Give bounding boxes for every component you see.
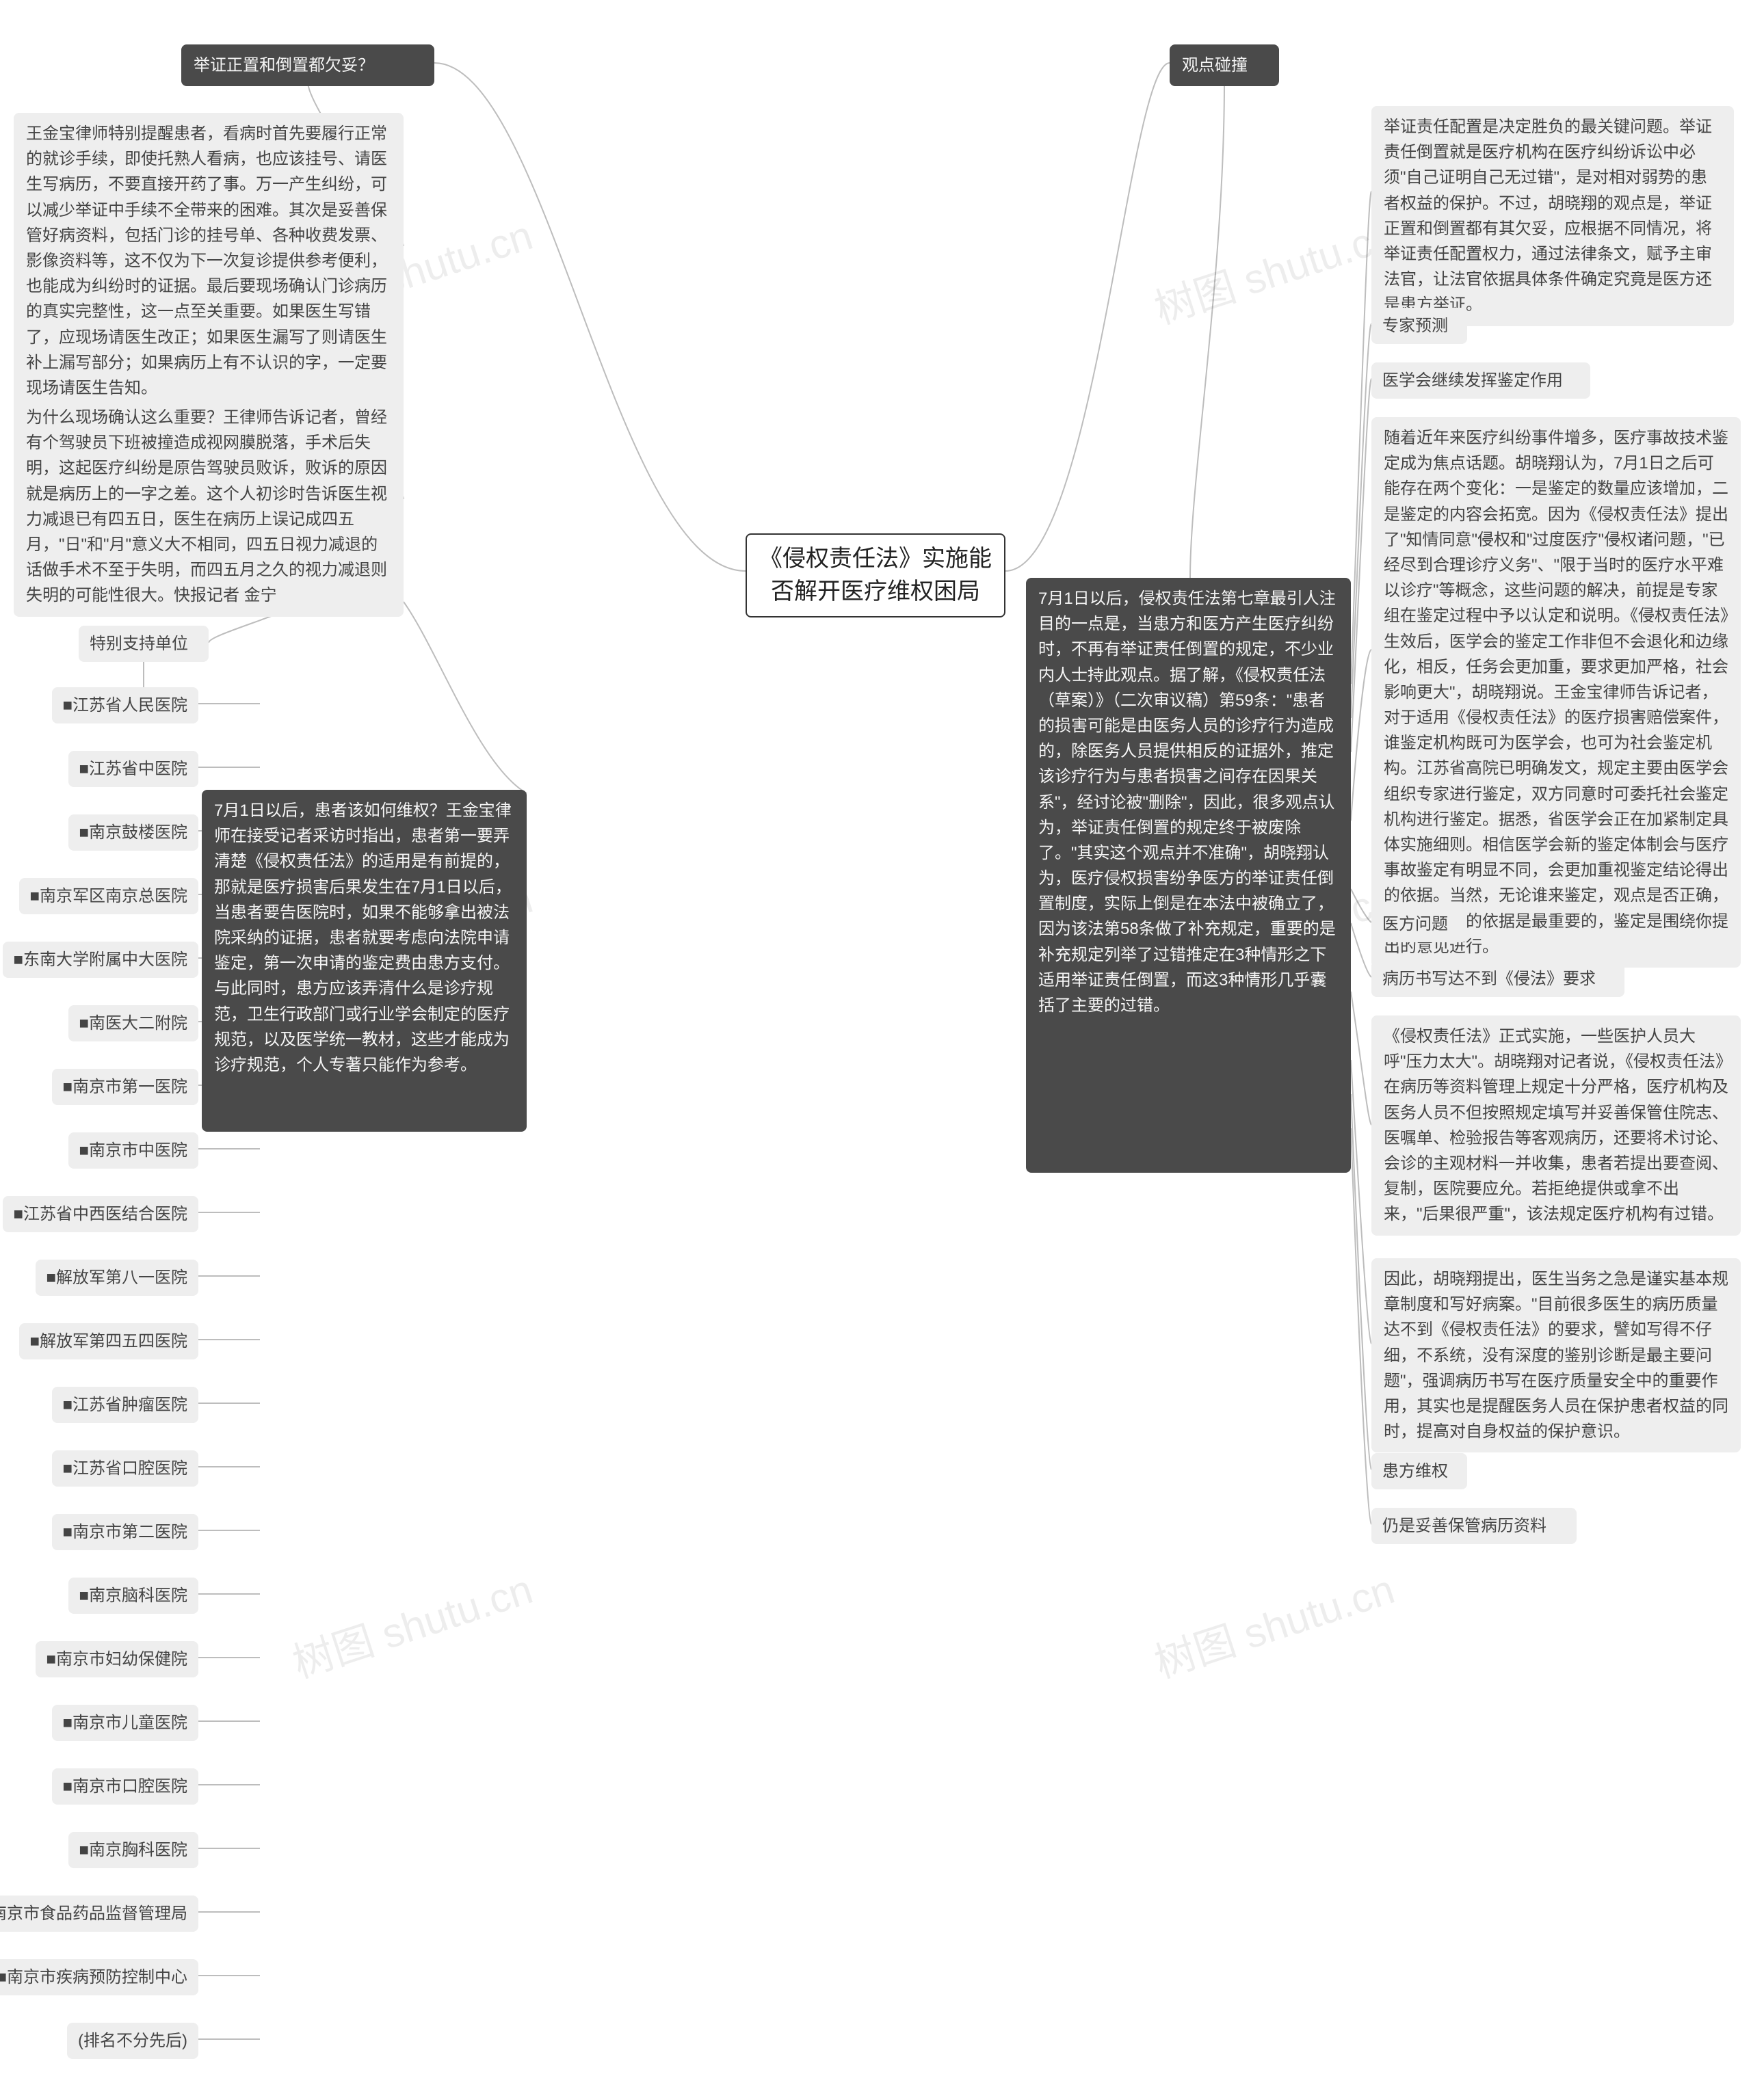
unit-item: ■江苏省口腔医院 — [52, 1450, 199, 1487]
left-branch-title: 举证正置和倒置都欠妥？ — [181, 44, 434, 86]
right-branch-title: 观点碰撞 — [1170, 44, 1279, 86]
right-row: 仍是妥善保管病历资料 — [1371, 1508, 1577, 1544]
unit-item: ■南京市第一医院 — [52, 1069, 199, 1105]
unit-item: ■南京市疾病预防控制中心 — [0, 1959, 198, 1995]
watermark: 树图 shutu.cn — [284, 1556, 539, 1690]
unit-item: (排名不分先后) — [67, 2023, 198, 2059]
unit-item: ■江苏省人民医院 — [52, 687, 199, 723]
left-block-c: 7月1日以后，患者该如何维权？王金宝律师在接受记者采访时指出，患者第一要弄清楚《… — [202, 790, 527, 1132]
unit-item: ■南京鼓楼医院 — [68, 814, 199, 851]
unit-item: ■江苏省中医院 — [68, 751, 199, 787]
unit-item: ■南京军区南京总医院 — [19, 878, 199, 914]
right-row: 医方问题 — [1371, 906, 1467, 942]
unit-item: ■南京市食品药品监督管理局 — [0, 1896, 198, 1932]
right-row: 医学会继续发挥鉴定作用 — [1371, 362, 1590, 399]
unit-item: ■南京脑科医院 — [68, 1578, 199, 1614]
mindmap-canvas: 树图 shutu.cn树图 shutu.cn树图 shutu.cn树图 shut… — [0, 0, 1751, 2100]
right-big-block: 7月1日以后，侵权责任法第七章最引人注目的一点是，当患方和医方产生医疗纠纷时，不… — [1026, 578, 1351, 1173]
unit-item: ■南京市口腔医院 — [52, 1768, 199, 1805]
unit-item: ■南京市妇幼保健院 — [36, 1641, 199, 1677]
right-row: 举证责任配置是决定胜负的最关键问题。举证责任倒置就是医疗机构在医疗纠纷诉讼中必须… — [1371, 106, 1734, 326]
left-block-a: 王金宝律师特别提醒患者，看病时首先要履行正常的就诊手续，即使托熟人看病，也应该挂… — [14, 113, 404, 409]
left-block-b: 为什么现场确认这么重要？王律师告诉记者，曾经有个驾驶员下班被撞造成视网膜脱落，手… — [14, 397, 404, 617]
watermark: 树图 shutu.cn — [1146, 202, 1401, 336]
watermark: 树图 shutu.cn — [1146, 1556, 1401, 1690]
unit-item: ■南京胸科医院 — [68, 1832, 199, 1868]
unit-item: ■南京市中医院 — [68, 1132, 199, 1169]
unit-item: ■南京市第二医院 — [52, 1514, 199, 1550]
right-row: 患方维权 — [1371, 1453, 1467, 1489]
unit-item: ■江苏省中西医结合医院 — [3, 1196, 199, 1232]
unit-item: ■东南大学附属中大医院 — [3, 942, 199, 978]
right-row: 因此，胡晓翔提出，医生当务之急是谨实基本规章制度和写好病案。"目前很多医生的病历… — [1371, 1258, 1741, 1452]
right-row: 专家预测 — [1371, 308, 1467, 344]
unit-header: 特别支持单位 — [79, 626, 209, 662]
right-row: 病历书写达不到《侵法》要求 — [1371, 961, 1624, 997]
right-row: 《侵权责任法》正式实施，一些医护人员大呼"压力太大"。胡晓翔对记者说，《侵权责任… — [1371, 1015, 1741, 1236]
right-row: 随着近年来医疗纠纷事件增多，医疗事故技术鉴定成为焦点话题。胡晓翔认为，7月1日之… — [1371, 417, 1741, 968]
unit-item: ■解放军第八一医院 — [36, 1260, 199, 1296]
unit-item: ■南京市儿童医院 — [52, 1705, 199, 1741]
unit-item: ■江苏省肿瘤医院 — [52, 1387, 199, 1423]
unit-item: ■解放军第四五四医院 — [19, 1323, 199, 1359]
unit-item: ■南医大二附院 — [68, 1005, 199, 1041]
center-topic: 《侵权责任法》实施能否解开医疗维权困局 — [746, 533, 1005, 617]
